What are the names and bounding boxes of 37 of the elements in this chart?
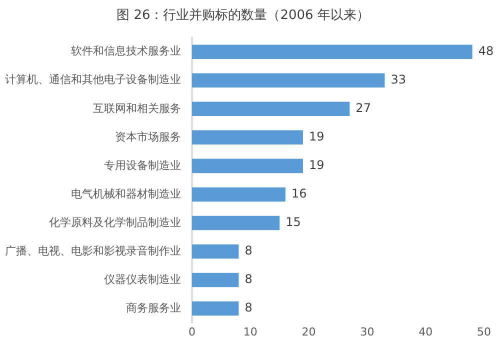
data-label: 33	[390, 72, 406, 87]
x-tick-label: 40	[418, 325, 433, 338]
bar	[192, 102, 350, 116]
data-label: 8	[244, 300, 252, 315]
bar	[192, 44, 472, 59]
y-tick-label: 资本市场服务	[115, 130, 181, 144]
bar	[192, 301, 239, 316]
data-label: 16	[291, 186, 307, 201]
x-tick-label: 10	[243, 325, 258, 338]
x-tick-label: 50	[477, 325, 491, 338]
y-tick-label: 化学原料及化学制品制造业	[49, 216, 181, 229]
y-tick-label: 仪器仪表制造业	[104, 272, 181, 286]
y-tick-label: 互联网和相关服务	[93, 102, 181, 115]
data-label: 19	[308, 130, 324, 144]
y-tick-label: 计算机、通信和其他电子设备制造业	[5, 73, 181, 86]
data-label: 48	[478, 44, 494, 58]
x-tick-label: 20	[302, 325, 316, 338]
bar	[192, 216, 280, 230]
data-label: 8	[244, 272, 252, 286]
y-tick-label: 广播、电视、电影和影视录音制作业	[5, 244, 181, 258]
x-tick-label: 30	[360, 325, 374, 338]
chart-title: 图 26：行业并购标的数量（2006 年以来）	[116, 8, 370, 24]
y-tick-label: 专用设备制造业	[104, 158, 181, 172]
y-tick-label: 软件和信息技术服务业	[71, 44, 181, 58]
y-tick-label: 电气机械和器材制造业	[71, 187, 181, 200]
data-label: 19	[308, 158, 324, 172]
bar	[192, 187, 286, 202]
bar	[192, 130, 303, 145]
y-tick-label: 商务服务业	[126, 301, 181, 314]
bar	[192, 73, 385, 88]
data-label: 27	[356, 101, 371, 116]
x-tick-label: 0	[188, 325, 196, 338]
data-label: 15	[286, 215, 301, 230]
bar	[192, 272, 239, 288]
data-label: 8	[244, 244, 252, 258]
bar	[192, 244, 239, 259]
bar	[192, 158, 303, 174]
